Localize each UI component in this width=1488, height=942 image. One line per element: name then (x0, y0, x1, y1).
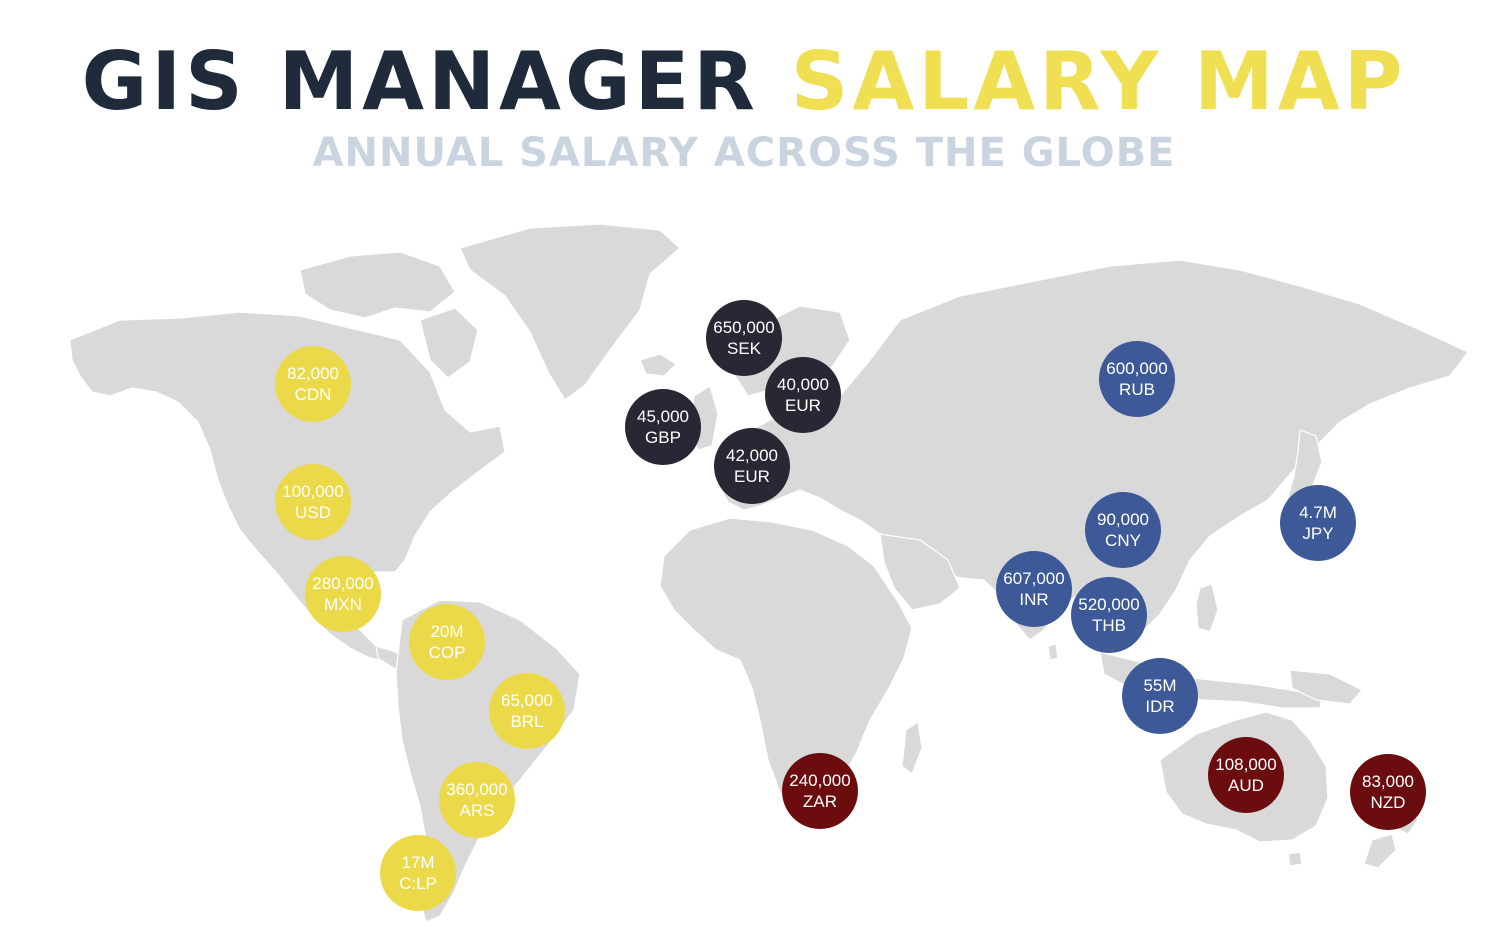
salary-currency: CNY (1105, 531, 1141, 550)
new-zealand-south-landmass (1363, 833, 1397, 869)
title-part-accent: SALARY MAP (790, 35, 1407, 128)
salary-marker-rub: 600,000 RUB (1099, 341, 1175, 417)
salary-currency: NZD (1370, 793, 1406, 812)
greenland-landmass (459, 223, 681, 401)
salary-marker-usd: 100,000 USD (275, 464, 351, 540)
salary-currency: EUR (785, 396, 821, 415)
madagascar-landmass (901, 720, 923, 775)
salary-currency: BRL (510, 712, 544, 731)
salary-marker-cop: 20M COP (409, 604, 485, 680)
salary-marker-cny: 90,000 CNY (1085, 492, 1161, 568)
salary-currency: C:LP (399, 874, 437, 893)
sri-lanka-landmass (1047, 643, 1059, 661)
salary-amount: 100,000 (282, 482, 344, 501)
salary-amount: 83,000 (1362, 772, 1414, 791)
arabia-landmass (879, 533, 961, 611)
salary-amount: 90,000 (1097, 510, 1149, 529)
salary-amount: 607,000 (1003, 569, 1065, 588)
salary-marker-eur1: 40,000 EUR (765, 357, 841, 433)
salary-marker-thb: 520,000 THB (1071, 577, 1147, 653)
salary-currency: GBP (645, 428, 681, 447)
baffin-island-landmass (419, 307, 479, 379)
salary-currency: SEK (726, 339, 762, 358)
salary-amount: 65,000 (501, 691, 553, 710)
salary-amount: 42,000 (726, 446, 778, 465)
salary-amount: 600,000 (1106, 359, 1168, 378)
salary-currency: COP (428, 643, 466, 662)
salary-amount: 108,000 (1215, 755, 1277, 774)
page-subtitle: ANNUAL SALARY ACROSS THE GLOBE (312, 130, 1176, 176)
salary-marker-inr: 607,000 INR (996, 551, 1072, 627)
salary-amount: 280,000 (312, 574, 374, 593)
salary-amount: 82,000 (287, 364, 339, 383)
salary-currency: ARS (459, 801, 495, 820)
iceland-landmass (639, 353, 677, 377)
salary-amount: 45,000 (637, 407, 689, 426)
salary-marker-nzd: 83,000 NZD (1350, 754, 1426, 830)
tasmania-landmass (1287, 851, 1303, 867)
salary-marker-mxn: 280,000 MXN (305, 556, 381, 632)
salary-amount: 17M (401, 853, 435, 872)
salary-marker-aud: 108,000 AUD (1208, 737, 1284, 813)
salary-marker-idr: 55M IDR (1122, 658, 1198, 734)
new-guinea-landmass (1289, 669, 1363, 705)
salary-currency: RUB (1119, 380, 1155, 399)
salary-amount: 40,000 (777, 375, 829, 394)
salary-marker-clp: 17M C:LP (380, 835, 456, 911)
salary-marker-eur2: 42,000 EUR (714, 428, 790, 504)
salary-amount: 520,000 (1078, 595, 1140, 614)
page-title: GIS MANAGER SALARY MAP (0, 36, 1488, 128)
salary-amount: 650,000 (713, 318, 775, 337)
salary-amount: 4.7M (1299, 503, 1337, 522)
salary-currency: EUR (734, 467, 770, 486)
salary-marker-sek: 650,000 SEK (706, 300, 782, 376)
salary-amount: 240,000 (789, 771, 851, 790)
salary-currency: USD (295, 503, 331, 522)
salary-marker-gbp: 45,000 GBP (625, 389, 701, 465)
salary-marker-cdn: 82,000 CDN (275, 346, 351, 422)
title-part-dark: GIS MANAGER (81, 35, 759, 128)
salary-amount: 360,000 (446, 780, 508, 799)
salary-amount: 55M (1143, 676, 1177, 695)
salary-currency: IDR (1145, 697, 1175, 716)
salary-amount: 20M (430, 622, 464, 641)
eurasia-landmass (715, 259, 1469, 645)
salary-currency: INR (1019, 590, 1049, 609)
salary-currency: AUD (1228, 776, 1264, 795)
salary-marker-ars: 360,000 ARS (439, 762, 515, 838)
salary-currency: CDN (294, 385, 332, 404)
salary-marker-brl: 65,000 BRL (489, 673, 565, 749)
salary-currency: ZAR (803, 792, 837, 811)
arctic-islands-landmass (299, 251, 456, 319)
salary-marker-jpy: 4.7M JPY (1280, 485, 1356, 561)
salary-currency: MXN (324, 595, 362, 614)
philippines-landmass (1195, 583, 1219, 633)
salary-marker-zar: 240,000 ZAR (782, 753, 858, 829)
salary-currency: JPY (1302, 524, 1334, 543)
africa-landmass (659, 517, 913, 813)
salary-currency: THB (1092, 616, 1126, 635)
